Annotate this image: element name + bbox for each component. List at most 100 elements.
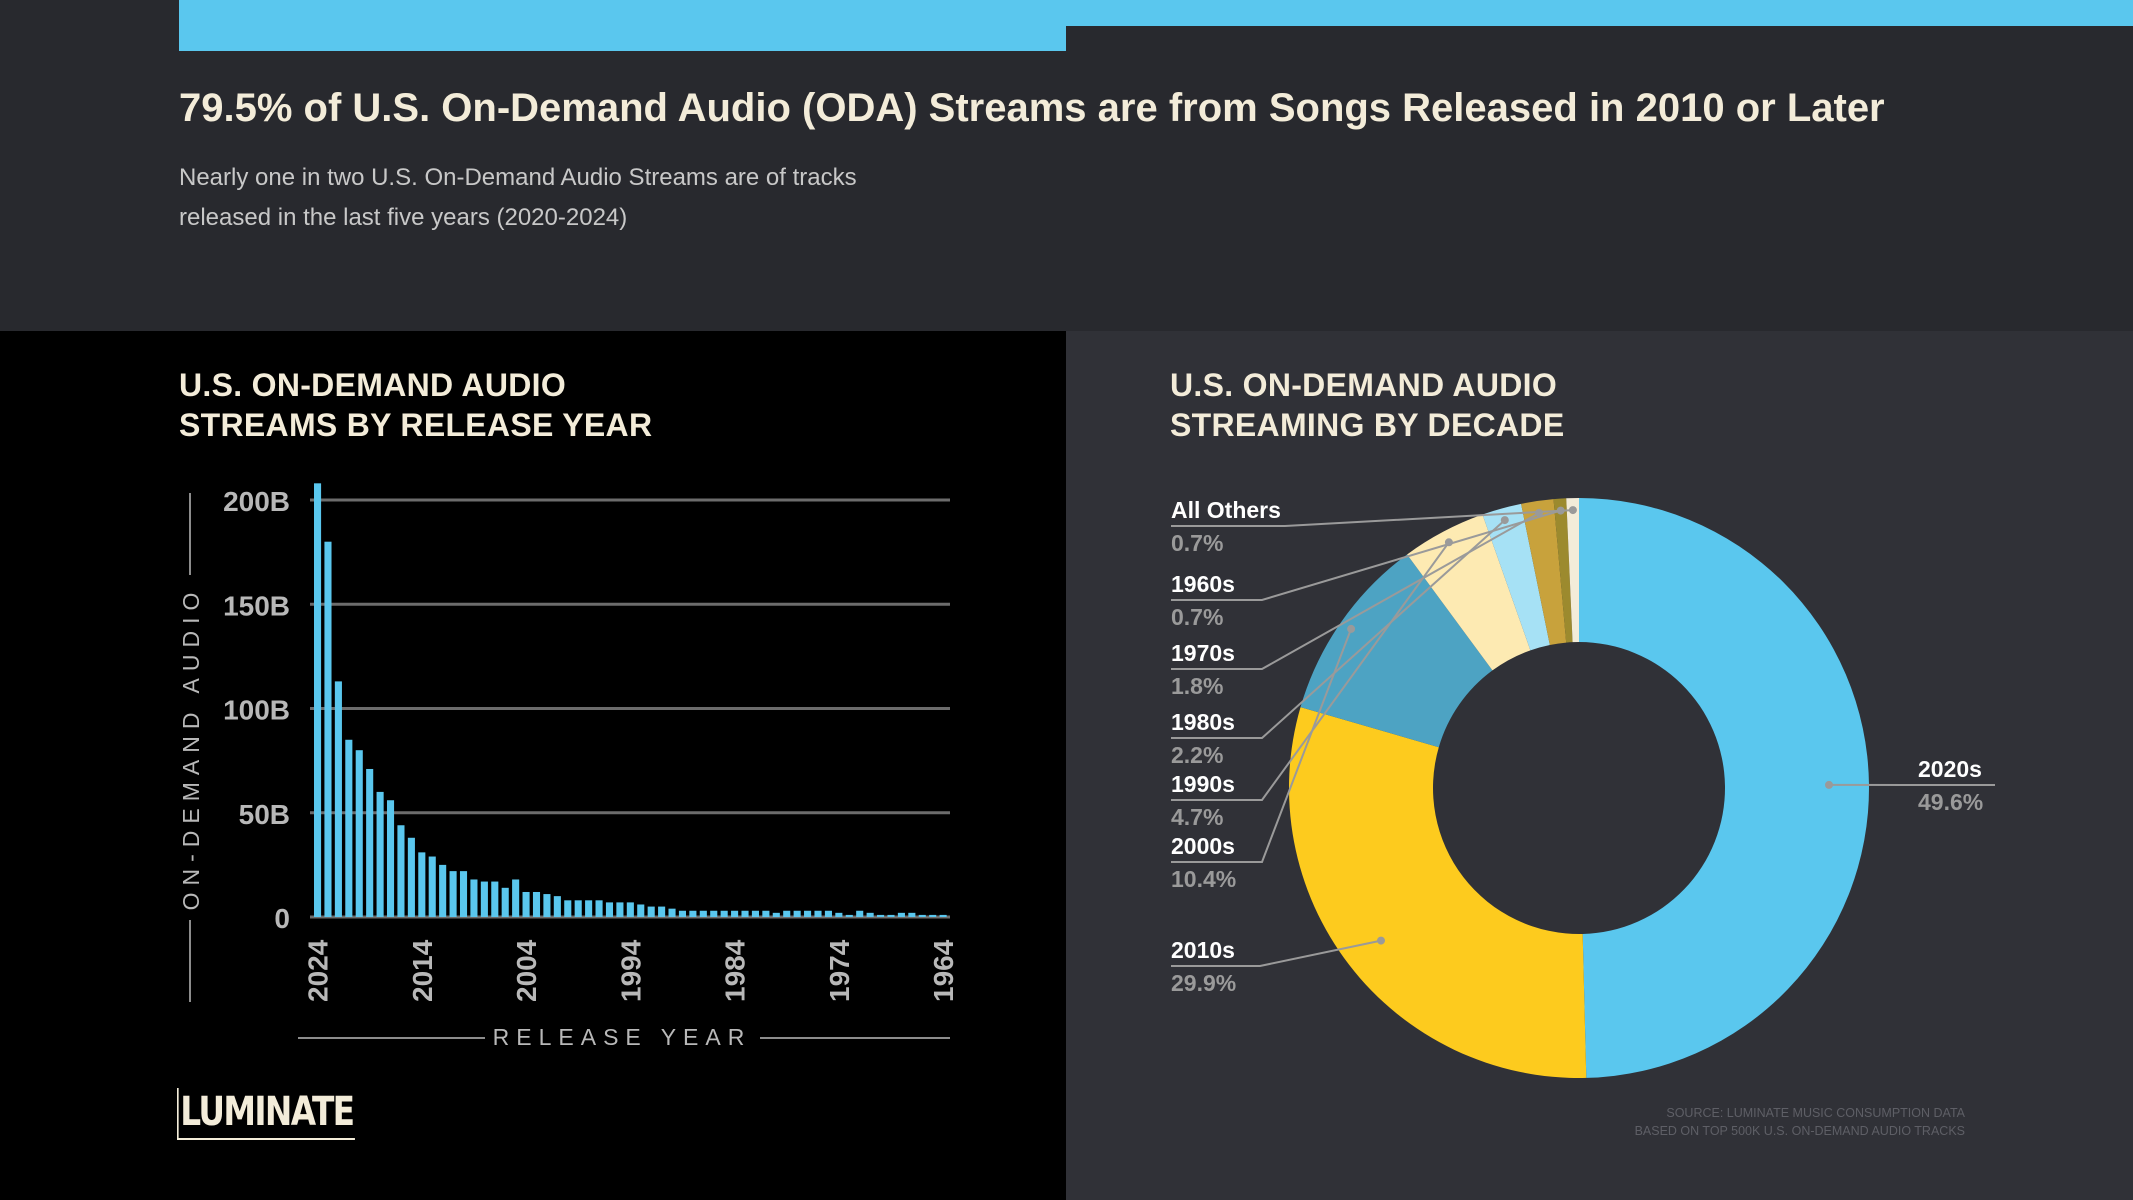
subhead: Nearly one in two U.S. On-Demand Audio S… — [179, 158, 999, 238]
bar — [314, 483, 322, 917]
bar — [856, 910, 864, 917]
bar — [658, 906, 666, 917]
bar — [522, 891, 530, 917]
bar — [355, 750, 363, 917]
subhead-line: released in the last five years (2020-20… — [179, 204, 628, 231]
donut-slice — [1579, 498, 1869, 1078]
leader-dot — [1377, 936, 1385, 945]
slice-label: 1990s — [1171, 771, 1235, 797]
bar — [418, 852, 426, 917]
donut-slice — [1566, 498, 1579, 643]
bar — [334, 681, 342, 917]
bar — [553, 896, 561, 917]
title-line: STREAMS BY RELEASE YEAR — [179, 407, 653, 443]
accent-bar-thin — [1066, 0, 2133, 26]
bar — [897, 912, 905, 917]
bar — [918, 914, 926, 917]
bar — [668, 908, 676, 917]
bar — [543, 894, 551, 917]
bar — [512, 879, 520, 917]
bar — [616, 902, 624, 917]
bar — [407, 837, 415, 917]
donut-slice — [1300, 554, 1493, 748]
bar — [793, 910, 801, 917]
x-tick-label: 2004 — [511, 939, 542, 1002]
bar — [564, 900, 572, 917]
slice-label: 2000s — [1171, 833, 1235, 859]
bar — [783, 910, 791, 917]
title-line: U.S. ON-DEMAND AUDIO — [1170, 367, 1558, 403]
bar — [699, 910, 707, 917]
bar — [762, 910, 770, 917]
x-tick-label: 2014 — [407, 939, 438, 1002]
bar — [366, 768, 374, 917]
leader-dot — [1825, 780, 1833, 789]
bar — [397, 825, 405, 917]
luminate-logo: LUMINATE — [177, 1088, 355, 1140]
bar — [908, 912, 916, 917]
slice-label: All Others — [1171, 497, 1281, 523]
slice-value: 1.8% — [1171, 673, 1223, 699]
title-line: U.S. ON-DEMAND AUDIO — [179, 367, 567, 403]
leader-line — [1171, 939, 1382, 967]
source-note: SOURCE: LUMINATE MUSIC CONSUMPTION DATA … — [1500, 1104, 1965, 1140]
bar — [491, 881, 499, 917]
leader-dot — [1347, 624, 1356, 633]
x-axis-title: RELEASE YEAR — [493, 1024, 752, 1050]
slice-label: 2010s — [1171, 937, 1235, 963]
leader-line — [1171, 509, 1561, 601]
headline: 79.5% of U.S. On-Demand Audio (ODA) Stre… — [179, 86, 1885, 130]
slice-label: 1960s — [1171, 571, 1235, 597]
bar — [386, 800, 395, 917]
slice-label: 1980s — [1171, 709, 1235, 735]
bar — [501, 887, 509, 917]
bar — [689, 910, 697, 917]
bar — [345, 739, 353, 917]
bar — [480, 881, 488, 917]
bar — [595, 900, 603, 917]
leader-line — [1171, 628, 1353, 863]
bar — [439, 864, 447, 918]
bar — [845, 914, 853, 917]
slice-value: 29.9% — [1171, 970, 1236, 996]
bar — [605, 902, 614, 917]
bar — [720, 910, 728, 917]
x-tick-label: 2024 — [303, 939, 334, 1002]
leader-dot — [1568, 506, 1577, 515]
y-tick-label: 200B — [223, 486, 290, 517]
x-tick-label: 1994 — [615, 939, 646, 1002]
x-tick-label: 1974 — [824, 939, 855, 1002]
bar — [428, 856, 436, 917]
bar — [376, 791, 384, 917]
bar — [459, 871, 468, 917]
bar — [866, 912, 874, 917]
donut-slice — [1288, 707, 1587, 1078]
bar — [772, 912, 780, 917]
bar — [449, 871, 457, 917]
y-axis-title: ON-DEMAND AUDIO — [178, 586, 204, 911]
slice-label: 1970s — [1171, 640, 1235, 666]
bar — [324, 541, 332, 917]
title-line: STREAMING BY DECADE — [1170, 407, 1565, 443]
bar — [532, 891, 541, 917]
leader-line — [1171, 519, 1506, 739]
header — [0, 0, 2133, 331]
bar — [585, 900, 593, 917]
x-tick-label: 1984 — [720, 939, 751, 1002]
slice-label: 2020s — [1918, 756, 1982, 782]
donut-slice — [1521, 499, 1567, 645]
y-tick-label: 50B — [239, 799, 290, 830]
slice-value: 4.7% — [1171, 804, 1223, 830]
bar — [929, 914, 937, 917]
slice-value: 0.7% — [1171, 530, 1223, 556]
bar — [710, 910, 718, 917]
accent-bar — [179, 0, 1066, 51]
slice-value: 10.4% — [1171, 866, 1236, 892]
leader-line — [1171, 512, 1540, 670]
slice-value: 2.2% — [1171, 742, 1223, 768]
bar — [678, 910, 687, 917]
source-line: BASED ON TOP 500K U.S. ON-DEMAND AUDIO T… — [1634, 1124, 1965, 1138]
bar-chart-title: U.S. ON-DEMAND AUDIO STREAMS BY RELEASE … — [179, 365, 879, 445]
bar — [835, 912, 843, 917]
